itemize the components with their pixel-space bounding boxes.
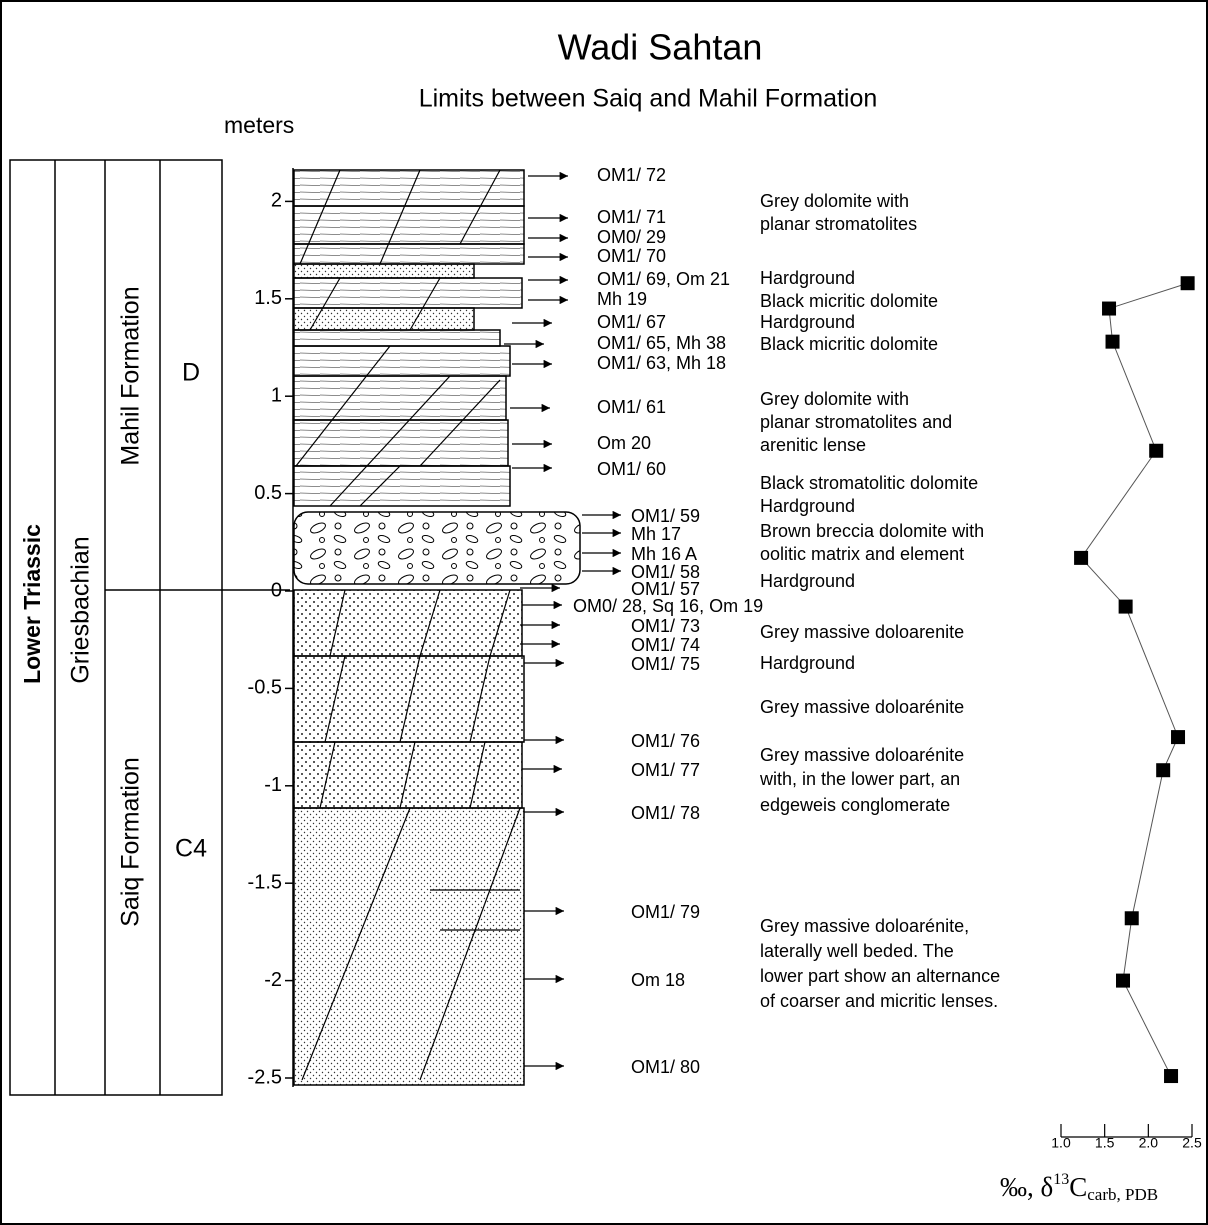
description: planar stromatolites and: [760, 412, 952, 432]
isotope-point: [1149, 444, 1163, 458]
page: {"title": "Wadi Sahtan", "subtitle": "Li…: [0, 0, 1208, 1225]
tick-label: 2.0: [1139, 1135, 1159, 1151]
description: oolitic matrix and element: [760, 544, 964, 564]
isotope-point: [1164, 1069, 1178, 1083]
isotope-point: [1106, 335, 1120, 349]
formation-label: Saiq Formation: [117, 757, 145, 927]
sample-label: OM1/ 61: [597, 397, 666, 417]
sample-label: OM0/ 28, Sq 16, Om 19: [573, 596, 763, 616]
isotope-point: [1074, 551, 1088, 565]
sample-label: OM1/ 74: [631, 635, 700, 655]
system-label: Lower Triassic: [19, 524, 45, 684]
label-part: carb, PDB: [1087, 1185, 1158, 1204]
sample-label: OM0/ 29: [597, 227, 666, 247]
tick-label: -1.5: [248, 871, 282, 893]
description: Hardground: [760, 268, 855, 288]
description: Hardground: [760, 496, 855, 516]
description: Grey massive doloarénite: [760, 697, 964, 717]
member-label: D: [182, 359, 200, 387]
sample-label: OM1/ 72: [597, 165, 666, 185]
description: Black micritic dolomite: [760, 291, 938, 311]
sample-label: OM1/ 59: [631, 506, 700, 526]
description: edgeweis conglomerate: [760, 795, 950, 815]
sample-label: OM1/ 76: [631, 731, 700, 751]
sample-label: Mh 19: [597, 289, 647, 309]
sample-label: Om 20: [597, 433, 651, 453]
sample-label: OM1/ 80: [631, 1057, 700, 1077]
subtitle: Limits between Saiq and Mahil Formation: [419, 85, 878, 113]
tick-label: -2: [264, 969, 282, 991]
description: with, in the lower part, an: [759, 769, 960, 789]
sample-label: OM1/ 63, Mh 18: [597, 353, 726, 373]
isotope-point: [1119, 600, 1133, 614]
description: laterally well beded. The: [760, 941, 954, 961]
description: Hardground: [760, 312, 855, 332]
lithology-column: [294, 170, 580, 1085]
tick-label: 1.5: [254, 287, 282, 309]
sample-label: OM1/ 79: [631, 902, 700, 922]
sample-label: OM1/ 73: [631, 616, 700, 636]
tick-label: 1.0: [1051, 1135, 1071, 1151]
label-part: 13: [1053, 1171, 1069, 1188]
member-label: C4: [175, 835, 207, 863]
sample-label: OM1/ 71: [597, 207, 666, 227]
tick-label: 0.5: [254, 482, 282, 504]
sample-label: Mh 17: [631, 524, 681, 544]
description: Hardground: [760, 571, 855, 591]
tick-label: 2: [271, 190, 282, 212]
isotope-point: [1171, 730, 1185, 744]
sample-label: OM1/ 60: [597, 459, 666, 479]
label-part: ‰, δ: [1000, 1172, 1053, 1202]
tick-label: 1: [271, 384, 282, 406]
sample-label: OM1/ 77: [631, 760, 700, 780]
description: Black stromatolitic dolomite: [760, 473, 978, 493]
tick-label: 2.5: [1182, 1135, 1202, 1151]
sample-label: OM1/ 78: [631, 803, 700, 823]
diagram: Wadi Sahtan Limits between Saiq and Mahi…: [0, 0, 1208, 1225]
description: planar stromatolites: [760, 214, 917, 234]
tick-label: -1: [264, 774, 282, 796]
tick-label: 0: [271, 579, 282, 601]
description: Grey dolomite with: [760, 389, 909, 409]
isotope-point: [1116, 974, 1130, 988]
tick-label: -2.5: [248, 1066, 282, 1088]
tick-label: 1.5: [1095, 1135, 1115, 1151]
stage-label: Griesbachian: [67, 536, 95, 683]
description: Brown breccia dolomite with: [760, 521, 984, 541]
sample-label: OM1/ 70: [597, 246, 666, 266]
description: arenitic lense: [760, 435, 866, 455]
isotope-point: [1156, 763, 1170, 777]
sample-label: OM1/ 65, Mh 38: [597, 333, 726, 353]
isotope-axis-label: ‰, δ13Ccarb, PDB: [1000, 1171, 1158, 1204]
isotope-line: [1081, 283, 1188, 1076]
description: Grey massive doloarenite: [760, 622, 964, 642]
strat-columns: [10, 160, 290, 1095]
isotope-point: [1125, 911, 1139, 925]
sample-label: Mh 16 A: [631, 544, 697, 564]
isotope-point: [1102, 302, 1116, 316]
description: Black micritic dolomite: [760, 334, 938, 354]
description: Grey massive doloarénite,: [760, 916, 969, 936]
label-part: C: [1069, 1172, 1087, 1202]
title: Wadi Sahtan: [558, 27, 763, 68]
sample-label: OM1/ 69, Om 21: [597, 269, 730, 289]
description: Grey dolomite with: [760, 191, 909, 211]
tick-label: -0.5: [248, 677, 282, 699]
description: Hardground: [760, 653, 855, 673]
description: Grey massive doloarénite: [760, 745, 964, 765]
sample-label: Om 18: [631, 970, 685, 990]
axis-label: meters: [224, 112, 294, 138]
sample-label: OM1/ 67: [597, 312, 666, 332]
isotope-point: [1181, 276, 1195, 290]
formation-label: Mahil Formation: [117, 286, 145, 465]
description: lower part show an alternance: [760, 966, 1000, 986]
description: of coarser and micritic lenses.: [760, 991, 998, 1011]
sample-label: OM1/ 75: [631, 654, 700, 674]
